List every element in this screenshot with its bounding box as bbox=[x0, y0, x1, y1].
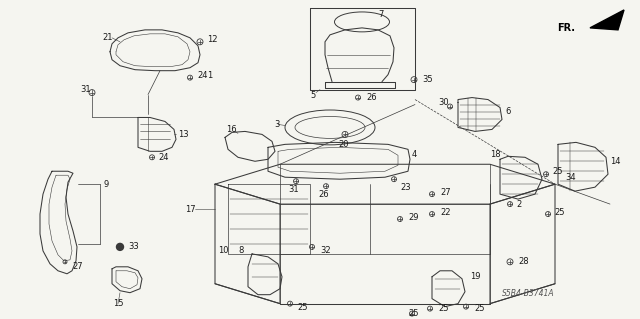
Text: 34: 34 bbox=[565, 173, 575, 182]
Text: 23: 23 bbox=[400, 183, 411, 192]
Text: 15: 15 bbox=[113, 299, 124, 308]
Text: 25: 25 bbox=[474, 304, 484, 313]
Text: 19: 19 bbox=[470, 272, 481, 281]
Text: S5B4-B3741A: S5B4-B3741A bbox=[502, 289, 554, 298]
Circle shape bbox=[116, 243, 124, 250]
Text: 29: 29 bbox=[408, 212, 419, 221]
Text: 21: 21 bbox=[102, 33, 113, 42]
Text: 16: 16 bbox=[226, 125, 237, 134]
Text: 27: 27 bbox=[440, 188, 451, 197]
Text: 12: 12 bbox=[207, 35, 218, 44]
Text: 17: 17 bbox=[185, 204, 196, 213]
Text: 25: 25 bbox=[438, 304, 449, 313]
Text: 25: 25 bbox=[554, 208, 564, 217]
Text: 22: 22 bbox=[440, 208, 451, 217]
Text: 14: 14 bbox=[610, 157, 621, 166]
Text: 13: 13 bbox=[178, 130, 189, 139]
Text: 18: 18 bbox=[490, 150, 500, 159]
Text: 5: 5 bbox=[310, 91, 316, 100]
Polygon shape bbox=[590, 10, 624, 30]
Text: 6: 6 bbox=[505, 107, 510, 116]
Text: 24: 24 bbox=[158, 153, 168, 162]
Text: FR.: FR. bbox=[557, 23, 575, 33]
Text: 26: 26 bbox=[318, 189, 328, 199]
Text: 33: 33 bbox=[128, 242, 139, 251]
Text: 31: 31 bbox=[80, 85, 91, 94]
Text: 25: 25 bbox=[297, 303, 307, 312]
Text: 32: 32 bbox=[320, 246, 331, 256]
Text: 7: 7 bbox=[378, 11, 383, 19]
Text: 9: 9 bbox=[103, 180, 108, 189]
Text: 20: 20 bbox=[338, 140, 349, 149]
Text: 35: 35 bbox=[422, 75, 433, 84]
Text: 27: 27 bbox=[72, 262, 83, 271]
Text: 25: 25 bbox=[552, 167, 563, 176]
Text: 8: 8 bbox=[238, 246, 243, 256]
Text: 30: 30 bbox=[438, 98, 449, 107]
Text: 24: 24 bbox=[197, 71, 207, 80]
Text: 10: 10 bbox=[218, 246, 228, 256]
Text: 3: 3 bbox=[274, 120, 280, 129]
Text: 31: 31 bbox=[288, 185, 299, 194]
Text: 2: 2 bbox=[516, 200, 521, 209]
Text: 26: 26 bbox=[366, 93, 376, 102]
Text: 4: 4 bbox=[412, 150, 417, 159]
Text: 25: 25 bbox=[408, 309, 419, 318]
Text: 28: 28 bbox=[518, 257, 529, 266]
Text: 1: 1 bbox=[207, 71, 212, 80]
